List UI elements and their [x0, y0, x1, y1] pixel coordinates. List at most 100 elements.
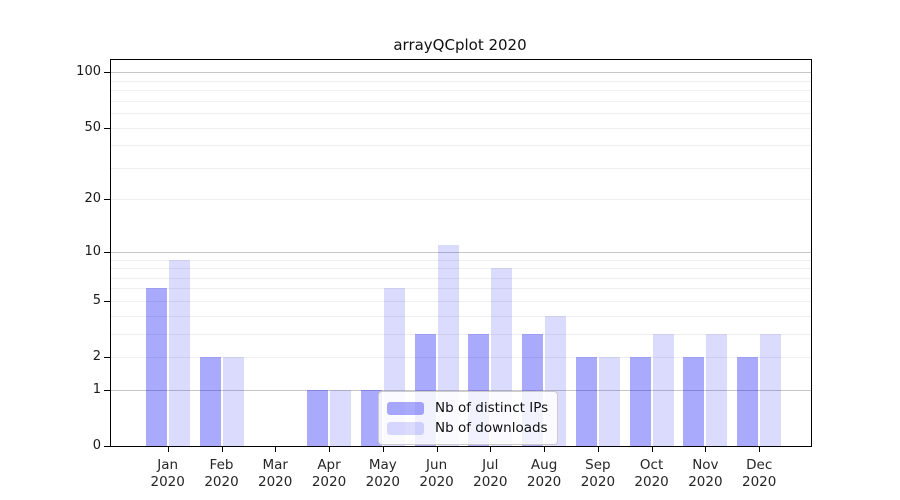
- x-tick-label-oct: Oct 2020: [622, 457, 682, 491]
- x-tick-year-apr: 2020: [311, 474, 347, 490]
- gridline-70: [111, 100, 811, 102]
- x-tick-label-jul: Jul 2020: [460, 457, 520, 491]
- bar-downloads-oct: [652, 333, 674, 446]
- gridline-100: [111, 72, 811, 74]
- x-tick-year-dec: 2020: [742, 474, 777, 490]
- gridline-4: [111, 315, 811, 317]
- x-tick-year-may: 2020: [365, 474, 400, 490]
- x-tick-year-mar: 2020: [258, 474, 293, 490]
- chart-title: arrayQCplot 2020: [393, 36, 527, 54]
- legend-label-0: Nb of distinct IPs: [435, 400, 549, 416]
- legend: Nb of distinct IPs Nb of downloads: [378, 391, 559, 445]
- bar-distinct-ips-nov: [683, 357, 705, 446]
- y-tick-100: [104, 72, 110, 74]
- y-tick-0: [104, 446, 110, 447]
- gridline-90: [111, 80, 811, 82]
- x-tick-year-aug: 2020: [526, 474, 562, 490]
- x-tick-year-oct: 2020: [634, 474, 669, 490]
- x-tick-label-dec: Dec 2020: [729, 457, 789, 491]
- y-tick-label-1: 1: [92, 381, 101, 397]
- x-tick-month-oct: Oct: [639, 457, 664, 473]
- y-tick-label-2: 2: [92, 349, 101, 364]
- gridline-1: [111, 389, 811, 391]
- x-tick-label-jan: Jan 2020: [138, 457, 198, 491]
- y-tick-label-0: 0: [92, 438, 101, 453]
- bar-distinct-ips-may: [360, 389, 382, 446]
- x-tick-month-jul: Jul: [482, 457, 499, 473]
- gridline-20: [111, 199, 811, 201]
- bar-downloads-feb: [222, 357, 244, 446]
- x-tick-year-feb: 2020: [204, 474, 239, 490]
- gridline-30: [111, 167, 811, 169]
- bar-distinct-ips-feb: [199, 357, 221, 446]
- x-tick-label-nov: Nov 2020: [675, 457, 735, 491]
- legend-row-0: Nb of distinct IPs: [387, 398, 548, 418]
- gridline-9: [111, 259, 811, 261]
- x-tick-may: [382, 446, 384, 452]
- bar-downloads-apr: [330, 389, 351, 446]
- y-tick-2: [104, 357, 110, 358]
- x-tick-year-sep: 2020: [580, 474, 616, 490]
- x-tick-oct: [651, 446, 653, 452]
- x-tick-year-nov: 2020: [688, 474, 723, 490]
- x-tick-label-aug: Aug 2020: [514, 457, 574, 491]
- x-tick-year-jan: 2020: [150, 474, 185, 490]
- x-tick-label-mar: Mar 2020: [245, 457, 305, 491]
- bar-downloads-sep: [598, 357, 620, 446]
- bar-distinct-ips-sep: [575, 357, 597, 446]
- plot-area: 0 1 2 5 10 20 50 100 Jan 2020 Feb 2020 Mar 2020 Apr 202…: [76, 59, 812, 490]
- gridline-3: [111, 333, 811, 335]
- y-tick-50: [104, 127, 110, 129]
- x-tick-label-may: May 2020: [353, 457, 413, 491]
- x-tick-month-nov: Nov: [692, 457, 719, 473]
- x-tick-month-aug: Aug: [530, 457, 558, 473]
- y-tick-label-20: 20: [84, 191, 101, 207]
- y-tick-label-50: 50: [84, 119, 101, 135]
- y-tick-1: [104, 389, 110, 391]
- x-tick-month-jan: Jan: [157, 457, 179, 473]
- bar-downloads-dec: [760, 333, 782, 446]
- gridline-80: [111, 90, 811, 91]
- x-tick-dec: [759, 446, 761, 452]
- gridline-5: [111, 300, 811, 302]
- y-tick-20: [104, 199, 110, 201]
- x-tick-jul: [490, 446, 492, 452]
- y-tick-10: [104, 251, 110, 253]
- x-tick-month-apr: Apr: [317, 457, 341, 473]
- legend-row-1: Nb of downloads: [387, 418, 548, 438]
- bar-downloads-jan: [168, 259, 190, 446]
- bar-distinct-ips-dec: [737, 357, 759, 446]
- x-tick-jun: [436, 446, 438, 452]
- x-tick-feb: [221, 446, 223, 452]
- gridline-6: [111, 288, 811, 290]
- legend-swatch-0: [387, 401, 424, 415]
- bar-distinct-ips-jan: [145, 288, 167, 446]
- x-tick-month-jun: Jun: [426, 457, 448, 473]
- x-tick-jan: [167, 446, 169, 452]
- gridline-50: [111, 127, 811, 129]
- x-tick-label-apr: Apr 2020: [299, 457, 359, 491]
- legend-label-1: Nb of downloads: [435, 420, 548, 436]
- y-tick-label-100: 100: [76, 64, 101, 80]
- y-tick-label-10: 10: [84, 243, 101, 259]
- x-tick-year-jun: 2020: [419, 474, 454, 490]
- x-tick-month-feb: Feb: [209, 457, 234, 473]
- x-tick-year-jul: 2020: [473, 474, 508, 490]
- gridline-7: [111, 277, 811, 279]
- y-tick-5: [104, 300, 110, 302]
- gridline-10: [111, 251, 811, 253]
- x-tick-month-sep: Sep: [585, 457, 611, 473]
- x-tick-month-dec: Dec: [746, 457, 773, 473]
- x-tick-month-mar: Mar: [262, 457, 288, 473]
- gridline-40: [111, 145, 811, 147]
- y-tick-label-5: 5: [92, 292, 101, 308]
- bar-distinct-ips-apr: [307, 389, 328, 446]
- gridline-2: [111, 357, 811, 358]
- bar-distinct-ips-oct: [629, 357, 651, 446]
- x-tick-aug: [544, 446, 546, 452]
- x-tick-apr: [329, 446, 330, 452]
- x-tick-label-feb: Feb 2020: [192, 457, 252, 491]
- x-tick-label-sep: Sep 2020: [568, 457, 628, 491]
- x-tick-label-jun: Jun 2020: [407, 457, 467, 491]
